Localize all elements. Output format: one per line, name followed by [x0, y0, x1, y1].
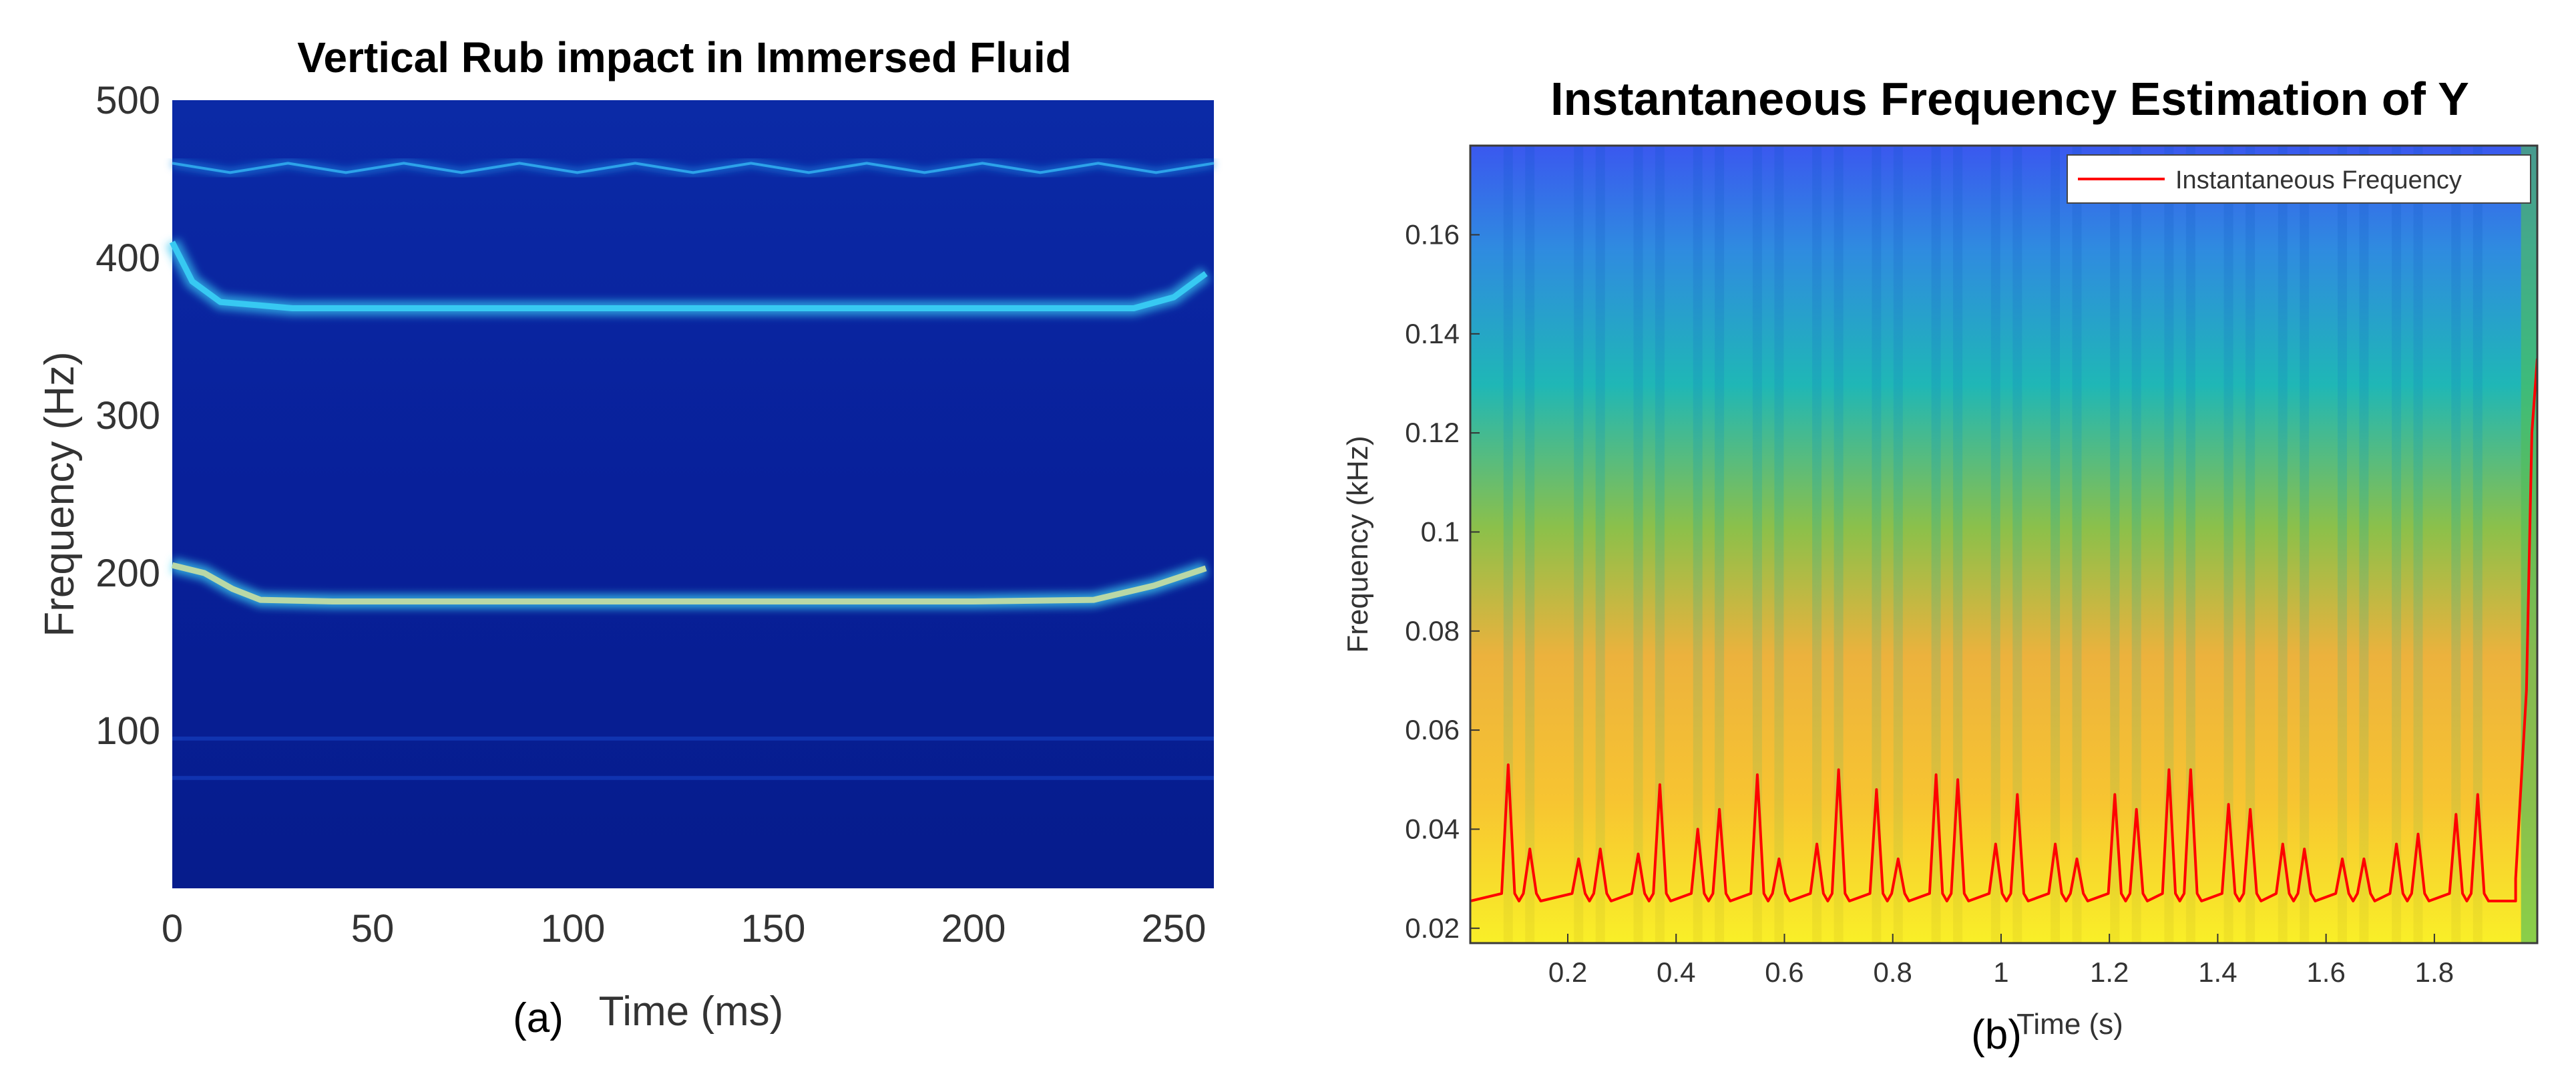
y-tick-label-b: 0.08 [1405, 615, 1460, 647]
spectro-band [1812, 146, 1822, 943]
x-tick-label-a: 250 [1142, 907, 1207, 950]
y-tick-label-b: 0.14 [1405, 318, 1460, 349]
spectro-band [1633, 146, 1643, 943]
y-tick-label-a: 300 [95, 394, 160, 437]
ridge-second-harmonic [169, 240, 1208, 311]
y-tick-label-b: 0.06 [1405, 714, 1460, 745]
spectro-band [2359, 146, 2369, 943]
spectro-band [1655, 146, 1665, 943]
y-tick-label-a: 200 [95, 552, 160, 595]
y-axis-label-b: Frequency (kHz) [1341, 435, 1374, 653]
spectro-band [1525, 146, 1535, 943]
spectro-band [1503, 146, 1513, 943]
if-estimation-chart-b: 0.2 0.4 0.6 0.8 1 1.2 1.4 1.6 1.8 0.020.040.060.… [1341, 73, 2539, 1058]
spectro-band [2012, 146, 2022, 943]
spectro-band [2164, 146, 2174, 943]
y-axis-label-a: Frequency (Hz) [37, 351, 83, 637]
x-tick-label-a: 150 [741, 907, 806, 950]
ridge-fundamental [171, 562, 1207, 604]
x-axis-label-a: Time (ms) [599, 989, 784, 1035]
y-tick-label-b: 0.02 [1405, 912, 1460, 944]
spectrogram-bands-b [1503, 146, 2537, 943]
spectro-band [1834, 146, 1844, 943]
x-tick-label-a: 200 [941, 907, 1006, 950]
spectro-band [2413, 146, 2423, 943]
y-tick-label-b: 0.16 [1405, 218, 1460, 250]
x-axis-label-b: Time (s) [2016, 1008, 2123, 1041]
chart-title-b: Instantaneous Frequency Estimation of Y [1550, 73, 2469, 125]
spectro-band [2131, 146, 2141, 943]
spectro-band [1574, 146, 1584, 943]
x-tick-label-b: 0.4 [1657, 956, 1695, 988]
x-tick-label-b: 0.8 [1874, 956, 1912, 988]
x-ticks-b: 0.2 0.4 0.6 0.8 1 1.2 1.4 1.6 1.8 [1548, 934, 2454, 988]
y-tick-label-b: 0.12 [1405, 417, 1460, 448]
y-tick-label-b: 0.04 [1405, 813, 1460, 844]
panel-letter-b: (b) [1971, 1012, 2022, 1058]
spectro-band [2338, 146, 2347, 943]
spectro-band [2473, 146, 2483, 943]
spectro-band [2278, 146, 2288, 943]
spectro-band [1774, 146, 1784, 943]
spectro-band [1595, 146, 1605, 943]
spectro-band [2185, 146, 2195, 943]
x-tick-label-a: 0 [162, 907, 183, 950]
spectro-band [2223, 146, 2233, 943]
ridge-group-a [166, 160, 1215, 780]
panel-letter-a: (a) [513, 995, 564, 1041]
series-group-b [1470, 358, 2537, 902]
plot-area-a [172, 100, 1214, 888]
spectro-band [2300, 146, 2310, 943]
spectro-band [2392, 146, 2402, 943]
x-tick-label-b: 0.6 [1765, 956, 1803, 988]
y-tick-label-a: 100 [95, 709, 160, 753]
spectro-band [1752, 146, 1762, 943]
spectro-band [2051, 146, 2061, 943]
x-tick-label-b: 1.2 [2090, 956, 2129, 988]
spectro-band [2110, 146, 2120, 943]
spectro-band [1953, 146, 1963, 943]
x-tick-label-b: 0.2 [1548, 956, 1587, 988]
spectro-band [1715, 146, 1725, 943]
spectro-band [1990, 146, 2000, 943]
spectrogram-chart-a: 0 50 100 150 200 250 100 200 300 400 500 Vertical… [37, 33, 1215, 1041]
y-tick-label-a: 500 [95, 79, 160, 122]
y-tick-label-a: 400 [95, 236, 160, 280]
x-tick-label-b: 1 [1993, 956, 2008, 988]
y-ticks-b: 0.02 0.04 0.06 0.08 0.1 0.12 0.14 0.16 [1405, 218, 1480, 944]
x-tick-label-b: 1.8 [2415, 956, 2454, 988]
x-tick-label-a: 100 [541, 907, 606, 950]
chart-panel-b: 0.2 0.4 0.6 0.8 1 1.2 1.4 1.6 1.8 0.02 0.04 0.06 0.… [1309, 0, 2576, 1070]
series-line-instantaneous-frequency [1470, 358, 2537, 902]
spectro-band [1931, 146, 1941, 943]
plot-frame-b [1469, 144, 2539, 944]
spectro-band [1872, 146, 1882, 943]
y-ticks-a: 100 200 300 400 500 [95, 79, 160, 753]
chart-panel-a: 0 50 100 150 200 250 100 200 300 400 500 Vertical… [0, 0, 1269, 1070]
spectro-band [1893, 146, 1903, 943]
ridge-high-band [172, 162, 1215, 174]
plot-area-b [1470, 146, 2537, 943]
spectro-band [2245, 146, 2256, 943]
y-tick-label-b: 0.1 [1421, 516, 1460, 547]
x-tick-label-a: 50 [351, 907, 395, 950]
spectro-band [1693, 146, 1703, 943]
x-tick-label-b: 1.6 [2306, 956, 2345, 988]
x-ticks-a: 0 50 100 150 200 250 [162, 907, 1207, 950]
legend-b: Instantaneous Frequency [2067, 154, 2531, 204]
chart-title-a: Vertical Rub impact in Immersed Fluid [297, 33, 1071, 81]
spectro-band [2451, 146, 2461, 943]
spectro-band [2072, 146, 2082, 943]
x-tick-label-b: 1.4 [2198, 956, 2237, 988]
legend-label-b: Instantaneous Frequency [2175, 166, 2462, 194]
